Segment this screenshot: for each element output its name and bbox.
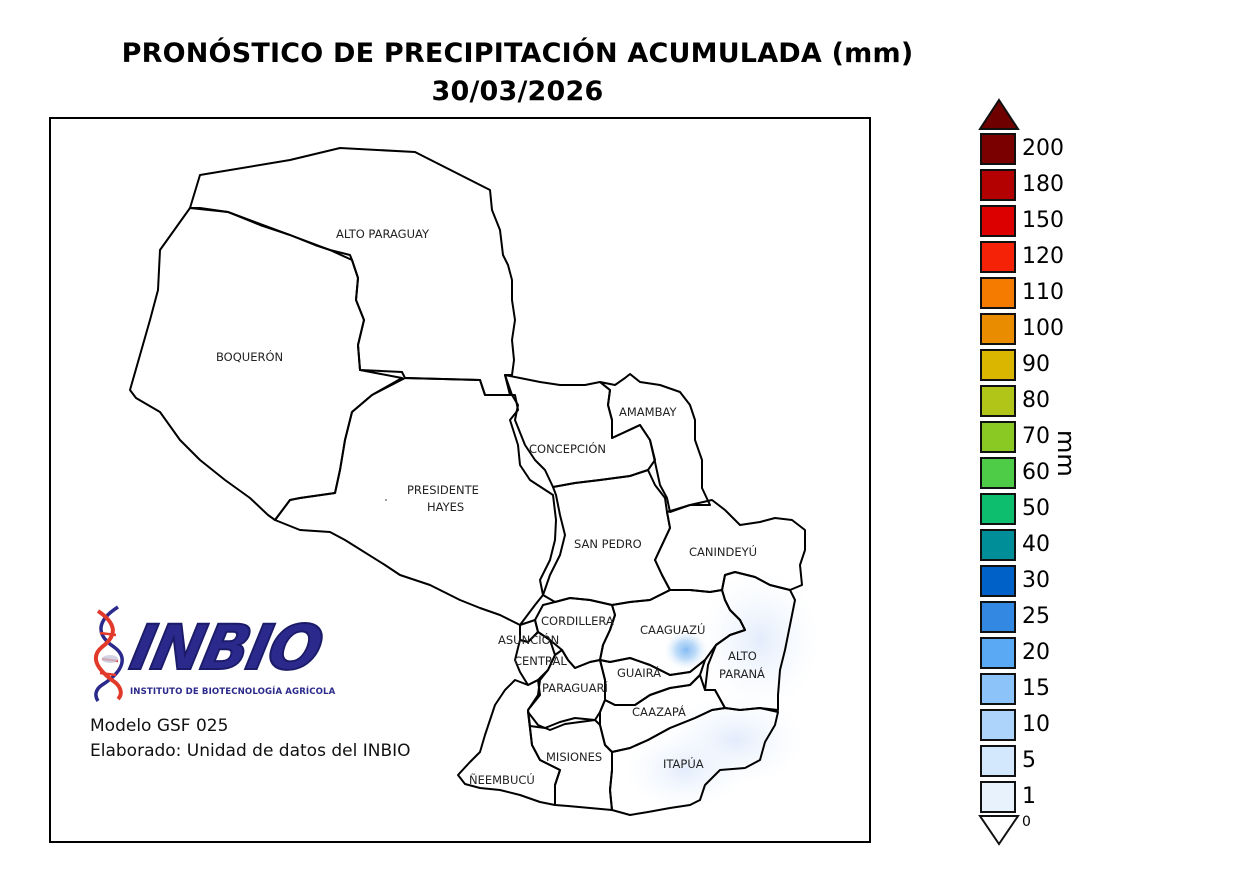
label-itapua: ITAPÚA [663,756,704,771]
department-boundaries [129,147,806,816]
legend-swatch-30 [980,565,1016,597]
legend-label-1: 1 [1022,784,1036,809]
label-guaira: GUAIRÁ [617,665,661,680]
label-misiones: MISIONES [546,750,602,764]
legend-label-25: 25 [1022,604,1050,629]
legend-under-arrow-icon [978,815,1020,846]
label-caazapa: CAAZAPÁ [632,704,686,719]
label-cordillera: CORDILLERA [541,614,614,628]
legend-label-200: 200 [1022,136,1064,161]
legend-swatch-120 [980,241,1016,273]
label-presidente-hayes-1: PRESIDENTE [407,483,479,497]
legend-over-arrow-icon [978,98,1020,130]
label-alto-parana-1: ALTO [728,649,757,663]
author-credit: Elaborado: Unidad de datos del INBIO [90,741,411,761]
legend-unit-label: mm [1052,430,1080,477]
legend-swatch-40 [980,529,1016,561]
dept-concepcion [504,374,656,488]
legend-swatch-80 [980,385,1016,417]
label-paraguari: PARAGUARÍ [542,680,608,695]
legend-label-10: 10 [1022,712,1050,737]
label-boqueron: BOQUERÓN [216,349,283,364]
legend-label-15: 15 [1022,676,1050,701]
map-dot [385,499,387,501]
precipitation-layer [625,570,820,810]
legend-label-0: 0 [1022,814,1031,830]
dept-neembucu [457,679,561,806]
legend-label-50: 50 [1022,496,1050,521]
label-alto-parana-2: PARANÁ [719,666,765,681]
legend-swatch-50 [980,493,1016,525]
logo-wordmark: INBIO [123,610,329,685]
dept-itapua [609,707,779,816]
legend-swatch-15 [980,673,1016,705]
dept-presidente-hayes [274,377,557,626]
legend-swatch-180 [980,169,1016,201]
legend-swatch-20 [980,637,1016,669]
department-labels: ALTO PARAGUAY BOQUERÓN PRESIDENTE HAYES … [216,227,765,787]
label-presidente-hayes-2: HAYES [427,500,464,514]
inbio-logo: INBIO INSTITUTO DE BIOTECNOLOGÍA AGRÍCOL… [88,603,348,703]
label-asuncion: ASUNCIÓN [498,632,559,647]
dept-boqueron [129,207,403,521]
legend-swatch-90 [980,349,1016,381]
label-concepcion: CONCEPCIÓN [529,441,606,456]
label-san-pedro: SAN PEDRO [574,537,642,551]
legend-swatch-200 [980,133,1016,165]
dna-helix-icon [93,605,124,702]
legend-swatch-25 [980,601,1016,633]
legend-label-70: 70 [1022,424,1050,449]
label-amambay: AMAMBAY [619,405,677,419]
legend-swatch-110 [980,277,1016,309]
legend-label-100: 100 [1022,316,1064,341]
legend-label-150: 150 [1022,208,1064,233]
legend-swatch-70 [980,421,1016,453]
legend-label-90: 90 [1022,352,1050,377]
legend-swatch-10 [980,709,1016,741]
legend-swatch-1 [980,781,1016,813]
label-caaguazu: CAAGUAZÚ [640,622,705,637]
legend-label-40: 40 [1022,532,1050,557]
label-canindeyu: CANINDEYÚ [689,544,757,559]
forecast-date: 30/03/2026 [431,76,604,107]
label-neembucu: ÑEEMBUCÚ [469,772,535,787]
label-central: CENTRAL [514,654,567,668]
label-alto-paraguay: ALTO PARAGUAY [336,227,430,241]
legend-label-120: 120 [1022,244,1064,269]
map-title: PRONÓSTICO DE PRECIPITACIÓN ACUMULADA (m… [121,38,914,69]
legend-label-60: 60 [1022,460,1050,485]
legend-label-180: 180 [1022,172,1064,197]
legend-swatch-100 [980,313,1016,345]
legend-swatch-5 [980,745,1016,777]
legend-label-30: 30 [1022,568,1050,593]
legend-label-80: 80 [1022,388,1050,413]
model-credit: Modelo GSF 025 [90,716,229,736]
dept-amambay [599,373,711,513]
legend-swatch-60 [980,457,1016,489]
legend-label-5: 5 [1022,748,1036,773]
legend-swatch-150 [980,205,1016,237]
legend-label-110: 110 [1022,280,1064,305]
logo-subtitle: INSTITUTO DE BIOTECNOLOGÍA AGRÍCOLA [130,687,336,697]
legend-label-20: 20 [1022,640,1050,665]
